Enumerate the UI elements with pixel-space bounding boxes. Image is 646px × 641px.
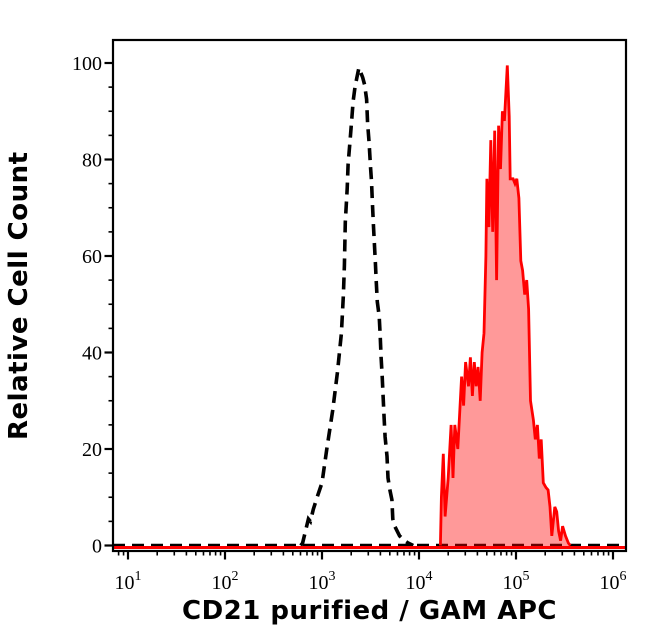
y-tick-label: 60: [82, 246, 102, 268]
y-tick-label: 100: [72, 53, 102, 75]
y-tick-label: 20: [82, 439, 102, 461]
y-axis-title: Relative Cell Count: [4, 151, 34, 440]
cd21-curve-fill: [440, 65, 571, 548]
x-tick-label: 106: [600, 569, 627, 594]
x-tick-label: 105: [503, 569, 530, 594]
y-tick-label: 0: [92, 536, 102, 558]
y-tick-label: 40: [82, 343, 102, 365]
x-tick-label: 101: [115, 569, 142, 594]
x-axis-title: CD21 purified / GAM APC: [182, 596, 557, 626]
plot-border: [111, 38, 628, 553]
y-tick-label: 80: [82, 150, 102, 172]
x-tick-label: 104: [406, 569, 433, 594]
x-tick-label: 102: [212, 569, 239, 594]
cd21-curve-line: [439, 65, 572, 547]
x-tick-label: 103: [309, 569, 336, 594]
control-curve-dashed: [299, 61, 414, 548]
